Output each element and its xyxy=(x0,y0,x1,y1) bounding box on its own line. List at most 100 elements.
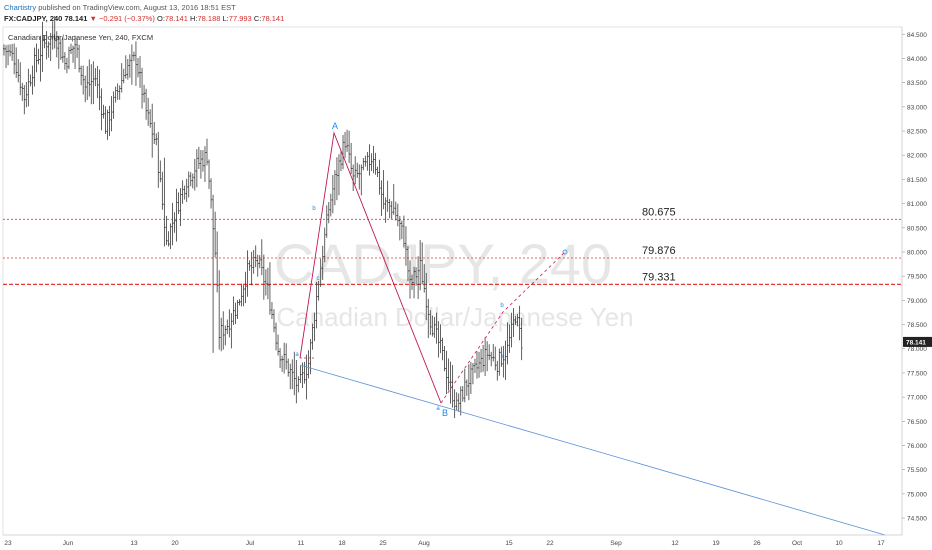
projection-target xyxy=(562,249,568,255)
high-label: H: xyxy=(189,14,198,23)
ohlc-bar xyxy=(305,354,308,400)
ohlc-bar xyxy=(346,129,349,152)
ohlc-bar xyxy=(492,343,495,362)
high-value: 78.188 xyxy=(197,14,221,23)
time-axis[interactable]: 23 Jun 13 20 Jul 11 18 25 Aug 15 22 Sep 12 19 26 Oct 10 1… xyxy=(3,534,902,547)
ohlc-bar xyxy=(43,35,46,49)
wave-label-A: A xyxy=(332,121,338,131)
ohlc-bar xyxy=(327,202,330,224)
price-tick-label: 77.000 xyxy=(907,395,927,402)
ohlc-bar xyxy=(378,159,381,195)
pattern-xab[interactable] xyxy=(299,131,442,404)
price-tick-label: 81.000 xyxy=(907,201,927,208)
last-price: 78.141 xyxy=(64,14,88,23)
ohlc-bar xyxy=(291,359,294,390)
ohlc-bar xyxy=(145,88,148,120)
ohlc-bar xyxy=(126,59,129,80)
level-label-1: 79.876 xyxy=(642,245,676,257)
ohlc-bar xyxy=(268,262,271,315)
ohlc-bar xyxy=(27,68,30,107)
drawings: A Ba a b b c c xyxy=(295,121,886,536)
ohlc-bar xyxy=(65,57,68,74)
ohlc-bar xyxy=(488,344,491,361)
ohlc-bar xyxy=(175,188,178,242)
ohlc-bar xyxy=(490,351,493,367)
ohlc-bar xyxy=(33,47,36,87)
level-label-0: 80.675 xyxy=(642,206,676,218)
price-tick-label: 76.000 xyxy=(907,443,927,450)
wave-label-c-1: c xyxy=(317,276,320,282)
ohlc-bar xyxy=(423,264,426,293)
ohlc-bar xyxy=(171,202,174,246)
time-tick-label: 13 xyxy=(130,540,138,547)
ohlc-bar xyxy=(506,322,509,365)
ohlc-bar xyxy=(260,239,263,276)
ohlc-bar xyxy=(329,193,332,217)
ohlc-bar xyxy=(134,41,137,86)
ohlc-bar xyxy=(203,146,206,182)
ohlc-bar xyxy=(63,52,66,70)
ohlc-bar xyxy=(354,156,357,185)
ohlc-bar xyxy=(149,109,152,128)
ohlc-bar xyxy=(78,44,81,73)
price-tick-label: 79.500 xyxy=(907,274,927,281)
ohlc-bar xyxy=(498,348,501,376)
ohlc-bar xyxy=(177,192,180,214)
ohlc-bar xyxy=(337,154,340,196)
ohlc-bar xyxy=(258,255,261,269)
ohlc-bar xyxy=(82,65,85,95)
ohlc-bar xyxy=(480,348,483,373)
ohlc-bar xyxy=(386,180,389,212)
ohlc-bar xyxy=(331,175,334,214)
ohlc-bar xyxy=(277,334,280,356)
ohlc-bar xyxy=(67,46,70,70)
ohlc-bar xyxy=(293,351,296,396)
ohlc-bar xyxy=(17,59,20,83)
price-tick-label: 79.000 xyxy=(907,298,927,305)
ohlc-bar xyxy=(124,55,127,79)
ohlc-bar xyxy=(187,171,190,198)
ohlc-bar xyxy=(417,256,420,299)
ohlc-bar xyxy=(173,212,176,233)
projection-line[interactable] xyxy=(440,251,566,404)
ohlc-bar xyxy=(453,389,456,419)
symbol-interval: FX:CADJPY, 240 xyxy=(4,14,63,23)
ohlc-bar xyxy=(520,317,523,361)
ohlc-bar xyxy=(116,83,119,100)
ohlc-bar xyxy=(57,35,60,69)
ohlc-bar xyxy=(53,15,56,49)
time-tick-label: Aug xyxy=(418,540,430,547)
ohlc-bar xyxy=(250,251,253,286)
author-link[interactable]: Chartistry xyxy=(4,3,37,12)
low-label: L: xyxy=(222,14,229,23)
ohlc-bar xyxy=(98,69,101,111)
time-tick-label: 10 xyxy=(835,540,843,547)
time-tick-label: Jul xyxy=(246,540,255,547)
ohlc-bar xyxy=(335,157,338,201)
ohlc-bar xyxy=(212,194,215,353)
ohlc-bar xyxy=(220,317,223,352)
ohlc-bar xyxy=(120,63,123,93)
ohlc-bar xyxy=(5,45,8,69)
watermark-name: Canadian Dollar/Japanese Yen xyxy=(276,302,633,332)
ohlc-bar xyxy=(392,183,395,215)
ohlc-bar xyxy=(90,64,93,105)
ohlc-bar xyxy=(102,104,105,119)
open-label: O: xyxy=(157,14,165,23)
price-tick-label: 78.000 xyxy=(907,346,927,353)
ohlc-bar xyxy=(266,267,269,300)
ohlc-bar xyxy=(151,103,154,158)
ohlc-bar xyxy=(128,54,131,78)
price-axis[interactable]: 84.500 84.000 83.500 83.000 82.500 82.000 81.5… xyxy=(901,27,932,535)
ohlc-bar xyxy=(240,283,243,307)
open-value: 78.141 xyxy=(164,14,188,23)
ohlc-bar xyxy=(262,254,265,300)
ohlc-bar xyxy=(195,149,198,188)
price-tick-label: 77.500 xyxy=(907,370,927,377)
ohlc-bar xyxy=(333,170,336,206)
ohlc-bar xyxy=(311,323,314,350)
trend-line[interactable] xyxy=(299,364,886,536)
ohlc-bar xyxy=(465,379,468,396)
ohlc-bar xyxy=(132,51,135,62)
